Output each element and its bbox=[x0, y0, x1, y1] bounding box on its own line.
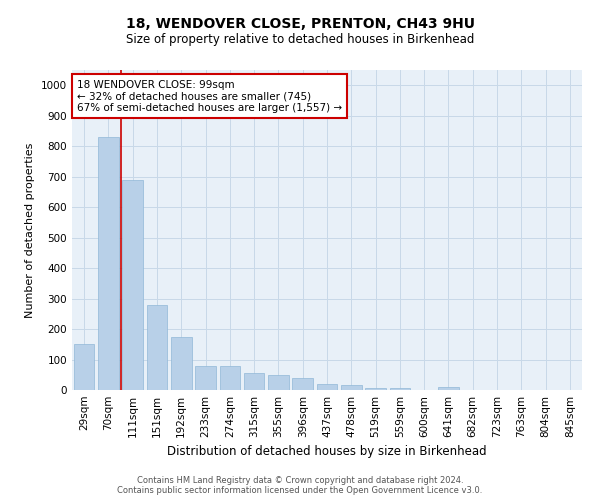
Bar bbox=[268, 375, 289, 390]
Bar bbox=[220, 366, 240, 390]
X-axis label: Distribution of detached houses by size in Birkenhead: Distribution of detached houses by size … bbox=[167, 446, 487, 458]
Bar bbox=[146, 304, 167, 390]
Bar bbox=[317, 384, 337, 390]
Bar bbox=[389, 388, 410, 390]
Text: 18 WENDOVER CLOSE: 99sqm
← 32% of detached houses are smaller (745)
67% of semi-: 18 WENDOVER CLOSE: 99sqm ← 32% of detach… bbox=[77, 80, 342, 113]
Text: 18, WENDOVER CLOSE, PRENTON, CH43 9HU: 18, WENDOVER CLOSE, PRENTON, CH43 9HU bbox=[125, 18, 475, 32]
Bar bbox=[98, 137, 119, 390]
Bar bbox=[122, 180, 143, 390]
Bar bbox=[365, 388, 386, 390]
Bar bbox=[438, 387, 459, 390]
Bar bbox=[292, 378, 313, 390]
Y-axis label: Number of detached properties: Number of detached properties bbox=[25, 142, 35, 318]
Text: Size of property relative to detached houses in Birkenhead: Size of property relative to detached ho… bbox=[126, 32, 474, 46]
Bar bbox=[195, 366, 216, 390]
Bar bbox=[244, 373, 265, 390]
Bar bbox=[341, 386, 362, 390]
Bar bbox=[74, 344, 94, 390]
Text: Contains HM Land Registry data © Crown copyright and database right 2024.
Contai: Contains HM Land Registry data © Crown c… bbox=[118, 476, 482, 495]
Bar bbox=[171, 336, 191, 390]
